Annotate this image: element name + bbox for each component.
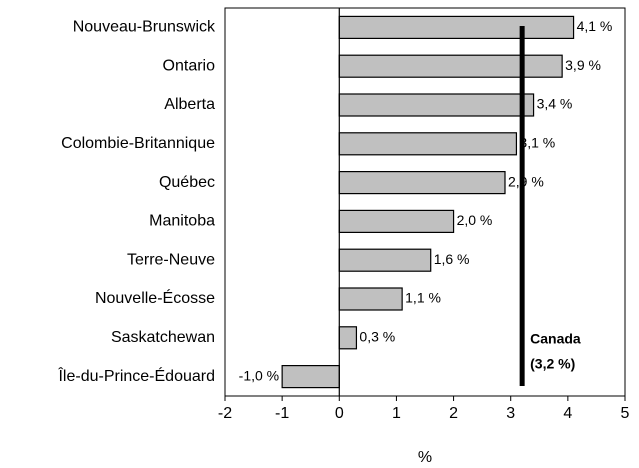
value-label: 3,9 % bbox=[565, 57, 601, 73]
y-tick-label: Nouvelle-Écosse bbox=[95, 288, 215, 307]
y-tick-label: Nouveau-Brunswick bbox=[73, 19, 216, 36]
value-label: 2,0 % bbox=[457, 212, 493, 228]
value-label: 1,6 % bbox=[434, 251, 470, 267]
y-tick-label: Alberta bbox=[164, 96, 215, 113]
x-tick-label: 1 bbox=[392, 405, 401, 422]
value-label: 0,3 % bbox=[359, 329, 395, 345]
value-label: 1,1 % bbox=[405, 290, 441, 306]
bar bbox=[338, 248, 432, 272]
bar bbox=[338, 209, 455, 233]
bar bbox=[338, 93, 535, 117]
bar bbox=[338, 54, 563, 78]
value-label: -1,0 % bbox=[239, 367, 279, 383]
x-tick-label: -2 bbox=[218, 405, 232, 422]
x-axis-label: % bbox=[418, 449, 432, 466]
y-tick-label: Manitoba bbox=[149, 213, 215, 230]
bar bbox=[281, 365, 340, 389]
y-tick-label: Île-du-Prince-Édouard bbox=[57, 366, 215, 385]
x-tick-label: 0 bbox=[335, 405, 344, 422]
y-tick-label: Québec bbox=[159, 174, 215, 191]
value-label: 3,1 % bbox=[519, 135, 555, 151]
reference-label: Canada bbox=[530, 331, 581, 347]
bar bbox=[338, 132, 518, 156]
y-tick-label: Colombie-Britannique bbox=[61, 135, 215, 152]
bar bbox=[338, 171, 506, 195]
y-tick-label: Terre-Neuve bbox=[127, 251, 215, 268]
x-tick-label: -1 bbox=[275, 405, 289, 422]
x-tick-label: 5 bbox=[621, 405, 630, 422]
x-tick-label: 3 bbox=[506, 405, 515, 422]
y-tick-label: Saskatchewan bbox=[111, 329, 215, 346]
plot-area bbox=[224, 7, 626, 397]
y-tick-label: Ontario bbox=[163, 57, 216, 74]
bar bbox=[338, 326, 358, 350]
bar bbox=[338, 15, 575, 39]
value-label: 3,4 % bbox=[537, 96, 573, 112]
bar bbox=[338, 287, 403, 311]
x-tick-label: 2 bbox=[449, 405, 458, 422]
x-tick-label: 4 bbox=[563, 405, 572, 422]
value-label: 2,9 % bbox=[508, 173, 544, 189]
reference-label: (3,2 %) bbox=[530, 356, 575, 372]
value-label: 4,1 % bbox=[577, 18, 613, 34]
